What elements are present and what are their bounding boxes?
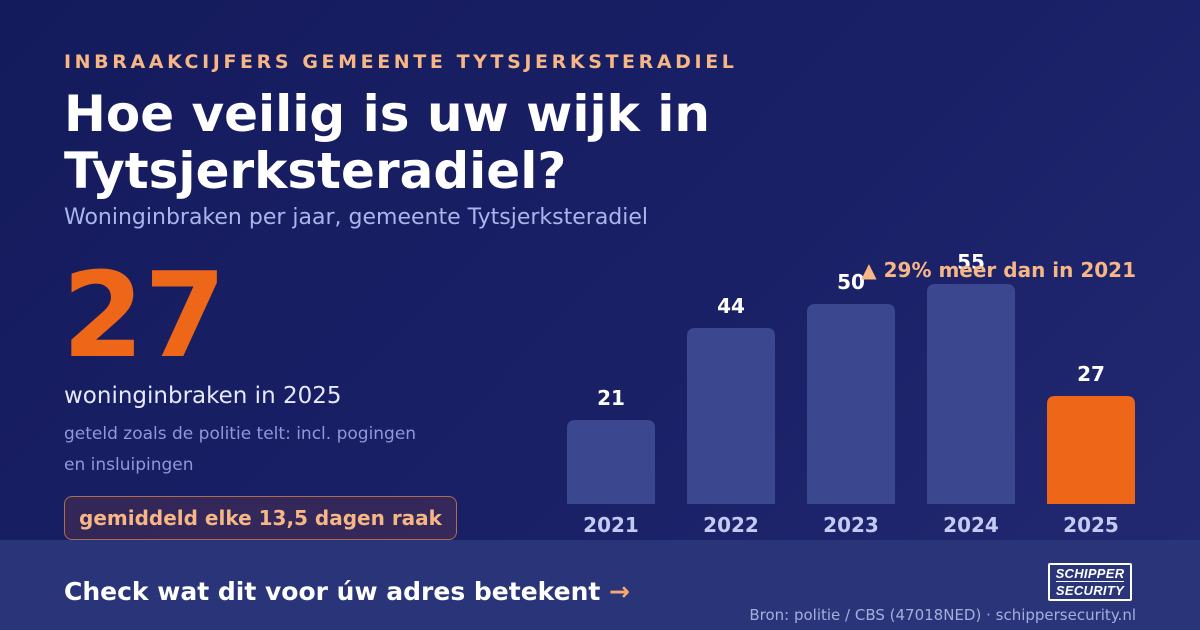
category-label: 2025 [1063,513,1119,537]
bar-value-label: 27 [1077,362,1105,386]
category-label: 2024 [943,513,999,537]
bar-2024 [927,284,1015,504]
footer-bar [0,540,1200,630]
bar-2022 [687,328,775,504]
page-title: Hoe veilig is uw wijk in Tytsjerksteradi… [64,85,710,200]
bar-2021 [567,420,655,504]
bar-2023 [807,304,895,504]
bar-value-label: 44 [717,294,745,318]
source-text: Bron: politie / CBS (47018NED) · schippe… [749,606,1136,624]
cta-text: Check wat dit voor úw adres betekent [64,577,601,606]
arrow-right-icon: → [609,577,630,606]
frequency-badge: gemiddeld elke 13,5 dagen raak [64,496,457,540]
logo-line-1: SCHIPPER [1055,566,1125,581]
page-subtitle: Woninginbraken per jaar, gemeente Tytsje… [64,205,649,230]
logo-line-2: SECURITY [1055,581,1125,598]
change-label: ▲ 29% meer dan in 2021 [861,258,1136,282]
eyebrow-label: INBRAAKCIJFERS GEMEENTE TYTSJERKSTERADIE… [64,51,738,73]
highlight-label: woninginbraken in 2025 [64,383,342,409]
category-label: 2021 [583,513,639,537]
cta-link[interactable]: Check wat dit voor úw adres betekent → [64,577,630,606]
bar-2025 [1047,396,1135,504]
brand-logo: SCHIPPER SECURITY [1048,563,1132,601]
category-label: 2023 [823,513,879,537]
category-label: 2022 [703,513,759,537]
highlight-number: 27 [62,246,227,384]
bar-value-label: 21 [597,386,625,410]
count-note: geteld zoals de politie telt: incl. pogi… [64,424,417,475]
